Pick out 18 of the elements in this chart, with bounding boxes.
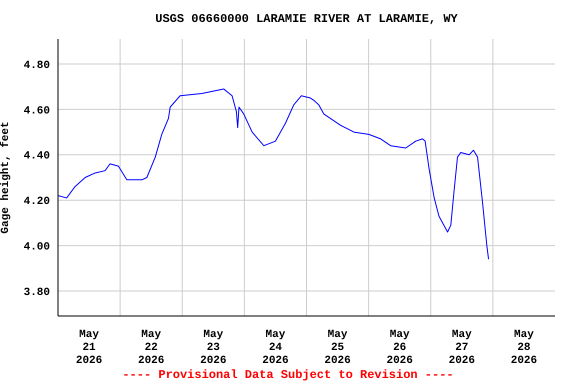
y-axis-title: Gage height, feet [0,121,12,234]
y-tick-label: 4.80 [24,60,50,72]
y-tick-label: 4.40 [24,150,50,163]
x-tick-label: May 21 2026 [76,329,102,367]
x-tick-label: May 28 2026 [510,329,538,367]
y-tick-label: 4.60 [24,105,50,118]
y-tick-label: 4.20 [24,196,50,208]
x-tick-label: May 23 2026 [200,329,227,367]
chart-title: USGS 06660000 LARAMIE RIVER AT LARAMIE, WY [154,12,459,26]
x-tick-label: May 24 2026 [262,329,289,367]
y-tick-label: 3.80 [24,286,50,299]
y-tick-label: 4.00 [24,242,50,254]
x-tick-label: May 25 2026 [324,329,351,367]
x-tick-label: May 26 2026 [386,329,413,367]
x-tick-label: May 27 2026 [448,329,476,367]
line-series [58,88,490,260]
text: ---- Provisional Data Subject to Revision ---- [121,368,455,382]
x-tick-label: May 22 2026 [138,329,164,367]
